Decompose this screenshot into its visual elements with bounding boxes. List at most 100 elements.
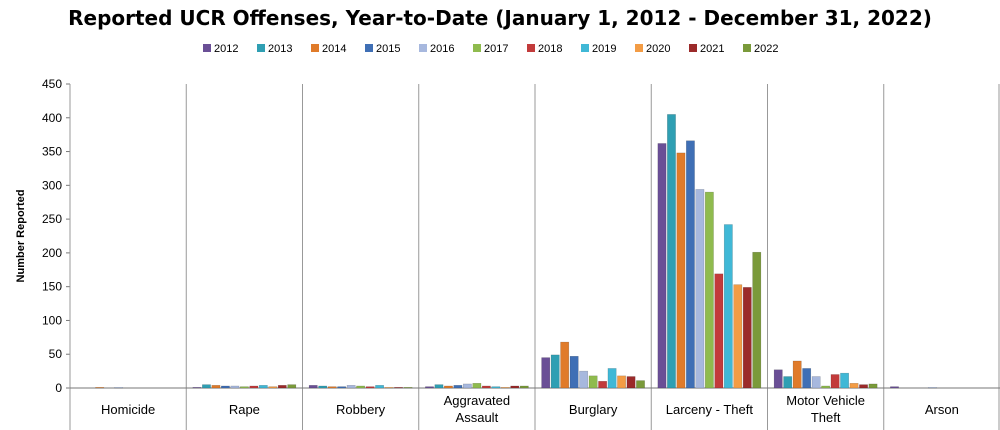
bar (384, 387, 394, 389)
y-tick-label: 300 (42, 178, 62, 192)
legend-swatch (635, 44, 643, 52)
legend-label: 2014 (322, 43, 346, 55)
legend-swatch (257, 44, 265, 52)
legend-label: 2013 (268, 43, 292, 55)
bar (202, 384, 211, 389)
bar (714, 273, 724, 389)
bar (928, 387, 937, 389)
bar (192, 387, 202, 389)
bar (211, 385, 221, 389)
x-category-label: Larceny - Theft (666, 402, 754, 417)
bar (541, 357, 551, 389)
bar (676, 152, 686, 389)
bar (287, 384, 297, 389)
bar (365, 386, 375, 389)
x-category-label: Homicide (101, 402, 155, 417)
x-category-label: Rape (229, 402, 260, 417)
bar (277, 385, 287, 389)
bar (230, 385, 240, 389)
legend-label: 2018 (538, 43, 562, 55)
legend-swatch (365, 44, 373, 52)
bar (752, 251, 762, 389)
y-axis-title: Number Reported (15, 190, 27, 283)
bar (579, 370, 589, 389)
legend-label: 2012 (214, 43, 238, 55)
bar (811, 376, 821, 389)
bar (830, 374, 840, 389)
legend-swatch (527, 44, 535, 52)
legend-swatch (311, 44, 319, 52)
legend-label: 2017 (484, 43, 508, 55)
x-category-label: Robbery (336, 402, 386, 417)
y-tick-label: 450 (42, 77, 62, 91)
bar (327, 386, 337, 389)
bar (636, 380, 645, 389)
bar (500, 387, 510, 389)
legend-label: 2019 (592, 43, 616, 55)
bar (686, 140, 695, 389)
x-category-label: Arson (925, 402, 959, 417)
bar (463, 383, 472, 389)
bar (221, 385, 230, 389)
y-tick-label: 400 (42, 111, 62, 125)
bar (742, 287, 752, 389)
legend-label: 2022 (754, 43, 778, 55)
bar (425, 386, 434, 389)
bar (308, 385, 318, 389)
bar (723, 224, 733, 389)
bar (626, 376, 636, 389)
bar (394, 387, 403, 389)
bar (510, 385, 520, 389)
bar (560, 341, 570, 389)
bar (491, 386, 501, 389)
legend-swatch (689, 44, 697, 52)
legend-label: 2021 (700, 43, 724, 55)
bar (569, 355, 579, 389)
bar (821, 385, 831, 389)
y-tick-label: 200 (42, 246, 62, 260)
x-category-label: Aggravated (444, 393, 511, 408)
bar (868, 383, 878, 389)
bar (733, 284, 743, 389)
bar (95, 387, 105, 389)
legend-swatch (581, 44, 589, 52)
bar (403, 387, 413, 389)
bar (481, 385, 491, 389)
bar (598, 380, 607, 389)
bar (268, 386, 278, 389)
bar (346, 385, 356, 389)
y-tick-label: 150 (42, 280, 62, 294)
bar (890, 386, 899, 389)
bar (318, 385, 328, 389)
bar (667, 114, 676, 389)
x-category-label: Assault (456, 410, 499, 425)
bar (550, 354, 560, 389)
bar (849, 383, 859, 389)
bar (434, 384, 444, 389)
bar (802, 368, 812, 389)
bar (472, 383, 482, 389)
bar (617, 375, 626, 389)
y-tick-label: 100 (42, 313, 62, 327)
bar (249, 385, 259, 389)
bar (783, 376, 793, 389)
x-category-label: Theft (811, 410, 841, 425)
x-category-label: Burglary (569, 402, 618, 417)
bar (607, 368, 617, 389)
bar (453, 385, 463, 389)
bar (588, 375, 598, 389)
legend-swatch (473, 44, 481, 52)
y-tick-label: 250 (42, 212, 62, 226)
legend-swatch (743, 44, 751, 52)
bar (337, 386, 347, 389)
x-category-label: Motor Vehicle (786, 393, 865, 408)
bar (114, 387, 124, 389)
y-tick-label: 50 (49, 347, 63, 361)
bar (444, 385, 453, 389)
bar (773, 369, 783, 389)
bar (375, 385, 384, 389)
bar (239, 386, 249, 389)
chart-title: Reported UCR Offenses, Year-to-Date (Jan… (68, 6, 932, 30)
